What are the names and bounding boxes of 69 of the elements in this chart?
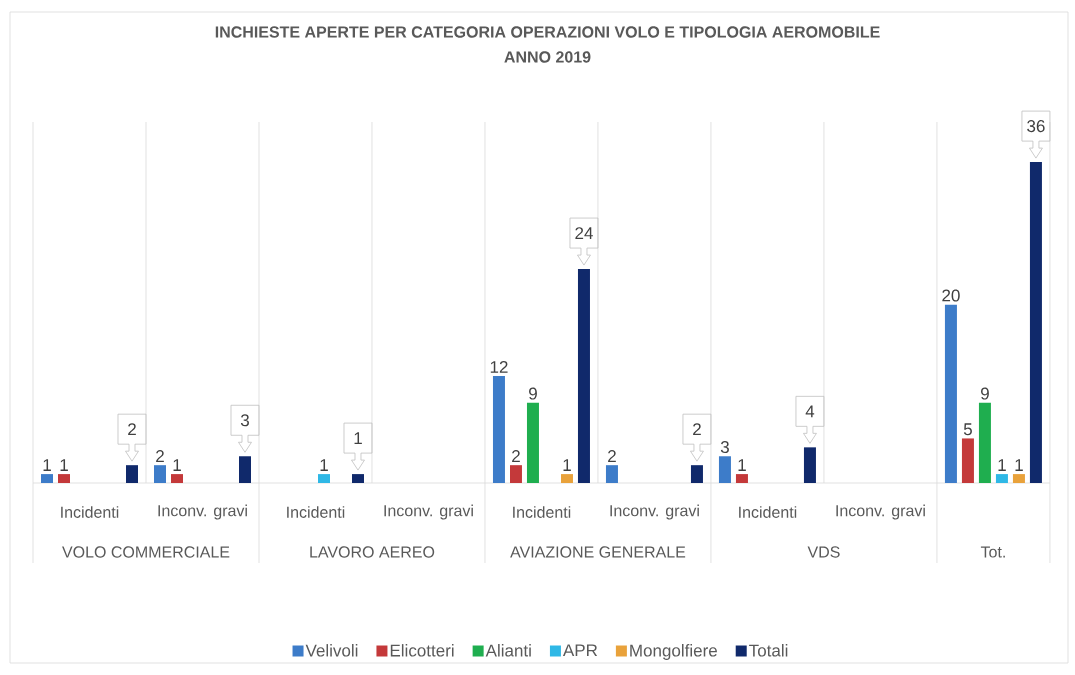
- legend-label: Alianti: [485, 644, 531, 657]
- chart-title: INCHIESTE APERTE PER CATEGORIA OPERAZIONI VOLO E TIPOLOGIA AEROMOBILE: [215, 26, 880, 38]
- data-label: 36: [1027, 120, 1045, 133]
- data-label: 3: [720, 441, 729, 454]
- x-tick-label: Incidenti: [513, 506, 571, 518]
- bar: [718, 456, 731, 483]
- x-tick-label: Inconv. gravi: [610, 504, 699, 520]
- data-label: 2: [512, 450, 520, 462]
- x-tick-label: Incidenti: [287, 506, 345, 518]
- data-label: 9: [529, 387, 537, 400]
- text: LAVORO AEREO: [310, 546, 435, 558]
- data-label: 2: [156, 450, 164, 462]
- data-label: 1: [354, 432, 362, 444]
- bar: [238, 456, 251, 483]
- x-tick-label: Inconv. gravi: [158, 504, 247, 520]
- bar: [735, 474, 748, 483]
- legend-label: Velivoli: [305, 644, 358, 657]
- legend-label: Totali: [749, 644, 788, 657]
- bar: [1012, 474, 1025, 483]
- bar: [526, 402, 539, 483]
- bar: [605, 465, 618, 483]
- data-label: 12: [490, 360, 508, 373]
- x-tick-label: Incidenti: [739, 506, 797, 518]
- bar: [126, 465, 138, 483]
- text: Tot.: [980, 546, 1005, 558]
- bar: [995, 474, 1008, 483]
- x-tick-label: Incidenti: [61, 506, 119, 518]
- data-label: 1: [173, 459, 181, 471]
- data-label: 9: [981, 387, 989, 400]
- bar: [153, 465, 166, 483]
- bar: [560, 474, 573, 483]
- data-label: 2: [128, 423, 136, 436]
- data-label: 5: [963, 423, 972, 436]
- data-label: 20: [942, 289, 960, 302]
- legend-label: APR: [562, 644, 598, 657]
- bar: [41, 474, 53, 483]
- bar: [690, 465, 703, 483]
- x-tick-label: Inconv. gravi: [836, 504, 925, 520]
- legend-label: Mongolfiere: [630, 644, 717, 660]
- data-label: 1: [738, 459, 746, 471]
- chart-subtitle: ANNO 2019: [504, 51, 591, 63]
- bar: [492, 376, 505, 483]
- bar: [509, 465, 522, 483]
- x-tick-label: Inconv. gravi: [384, 504, 473, 520]
- bar: [317, 474, 330, 483]
- data-label: 1: [563, 459, 571, 471]
- bar: [351, 474, 364, 483]
- bar: [944, 304, 957, 483]
- legend-label: Elicotteri: [390, 644, 454, 657]
- bar: [1029, 162, 1042, 483]
- bar: [170, 474, 183, 483]
- data-label: 2: [693, 423, 701, 436]
- text: AVIAZIONE GENERALE: [510, 546, 686, 558]
- data-label: 2: [608, 450, 616, 462]
- data-label: 1: [43, 459, 51, 471]
- data-label: 24: [575, 227, 593, 240]
- text: VDS: [807, 546, 840, 558]
- data-label: 1: [1015, 459, 1023, 471]
- bar: [577, 269, 590, 483]
- bar: [961, 438, 974, 483]
- data-label: 1: [320, 459, 328, 471]
- data-label: 1: [60, 459, 68, 471]
- bar: [803, 447, 816, 483]
- data-label: 3: [240, 414, 249, 427]
- text: VOLO COMMERCIALE: [62, 546, 230, 558]
- bar: [58, 474, 70, 483]
- data-label: 1: [998, 459, 1006, 471]
- data-label: 4: [805, 405, 815, 418]
- bar: [978, 402, 991, 483]
